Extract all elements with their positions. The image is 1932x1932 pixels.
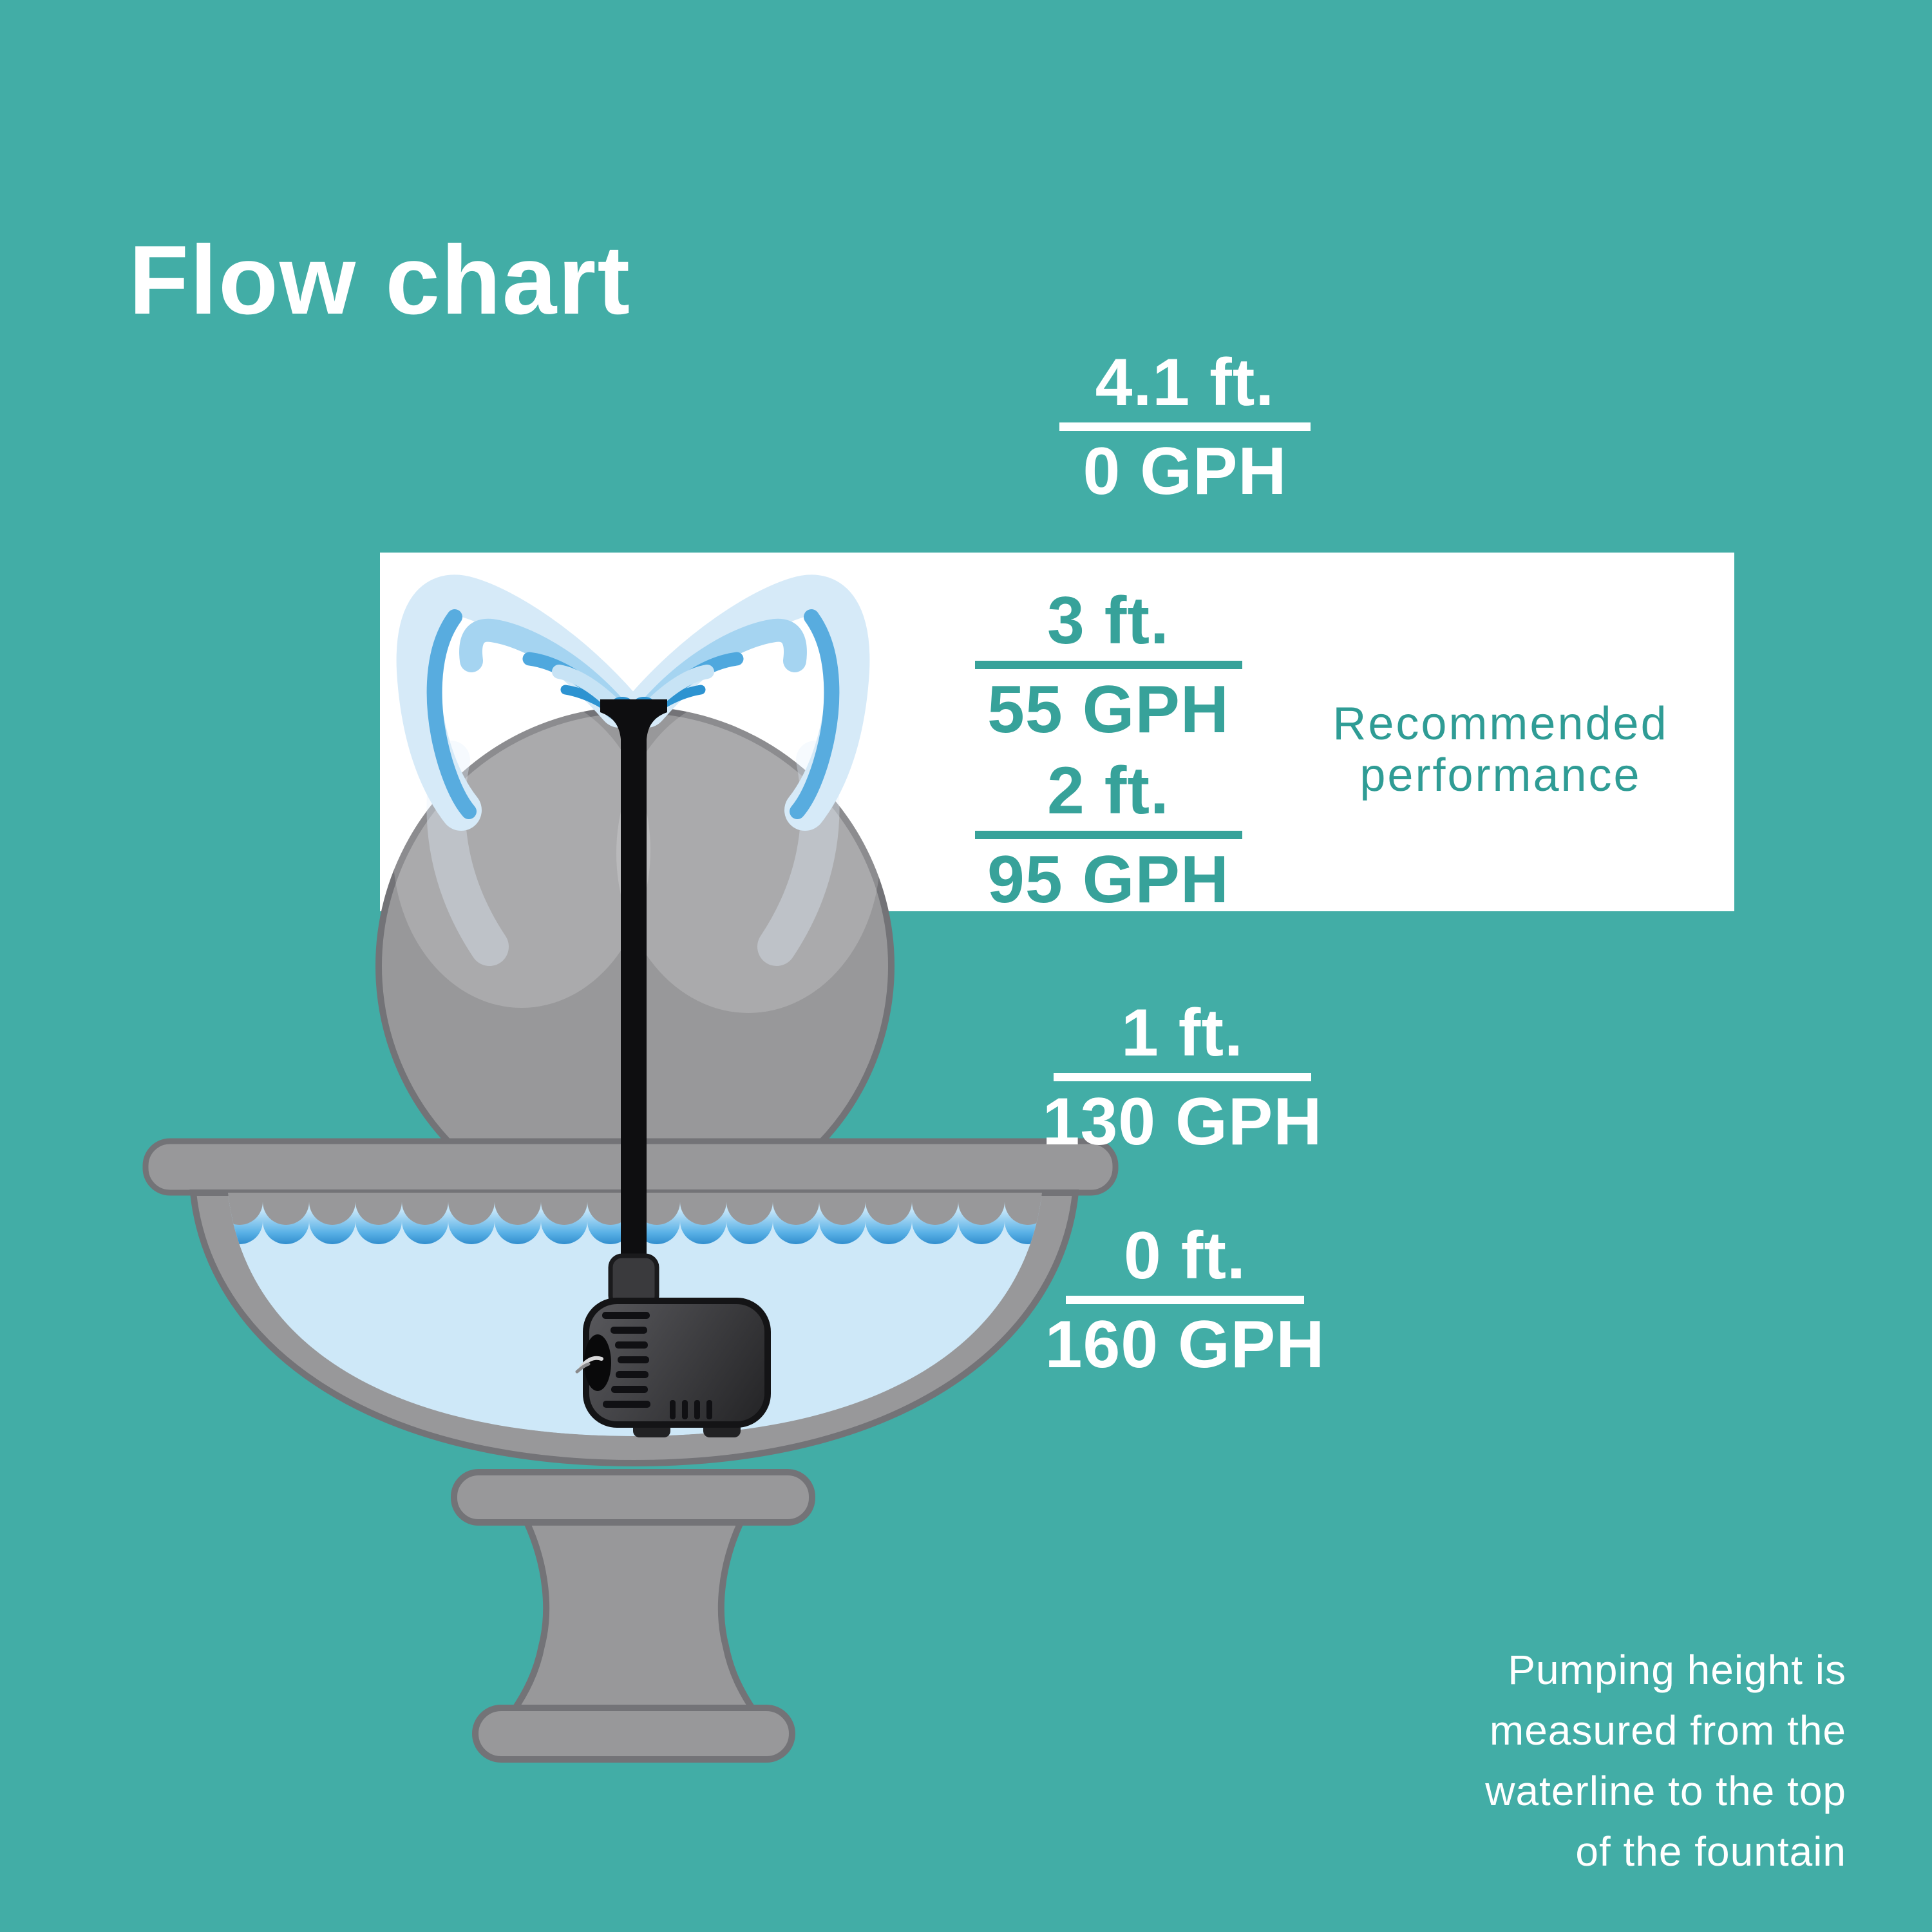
flow-rate-label: 55 GPH	[987, 672, 1229, 747]
flow-point-3ft: 3 ft. 55 GPH	[883, 587, 1334, 743]
footnote-line: of the fountain	[1575, 1828, 1846, 1875]
pedestal	[451, 1469, 815, 1763]
fraction-rule	[974, 831, 1242, 839]
footnote: Pumping height is measured from the wate…	[1202, 1640, 1846, 1882]
pump-intake	[584, 1334, 611, 1391]
flow-rate-label: 160 GPH	[1045, 1307, 1325, 1382]
pumping-height-label: 3 ft.	[1047, 583, 1170, 658]
fraction-rule	[1054, 1073, 1311, 1081]
pump-icon	[575, 1253, 771, 1437]
flow-point-1ft: 1 ft. 130 GPH	[957, 999, 1408, 1155]
pumping-height-label: 4.1 ft.	[1095, 345, 1275, 420]
fountain-bowl	[189, 1189, 1079, 1467]
pumping-height-label: 2 ft.	[1047, 753, 1170, 828]
fraction-rule	[1066, 1296, 1304, 1304]
recommended-performance-line2: performance	[1359, 750, 1642, 801]
flow-point-4-1ft: 4.1 ft. 0 GPH	[960, 349, 1410, 505]
waterline	[228, 1193, 1042, 1436]
pumping-height-label: 1 ft.	[1121, 996, 1244, 1070]
recommended-performance-line1: Recommended	[1332, 698, 1669, 750]
page-title: Flow chart	[129, 225, 632, 335]
flow-rate-label: 130 GPH	[1042, 1084, 1323, 1159]
fraction-rule	[974, 661, 1242, 669]
footnote-line: waterline to the top	[1485, 1768, 1846, 1814]
flow-rate-label: 95 GPH	[987, 842, 1229, 917]
footnote-line: measured from the	[1489, 1707, 1846, 1754]
recommended-performance-label: Recommended performance	[1314, 698, 1687, 801]
flow-point-0ft: 0 ft. 160 GPH	[960, 1222, 1410, 1378]
footnote-line: Pumping height is	[1508, 1647, 1846, 1693]
flow-point-2ft: 2 ft. 95 GPH	[883, 757, 1334, 913]
fraction-rule	[1059, 422, 1311, 431]
pumping-height-label: 0 ft.	[1124, 1218, 1246, 1293]
flow-rate-label: 0 GPH	[1083, 434, 1287, 509]
